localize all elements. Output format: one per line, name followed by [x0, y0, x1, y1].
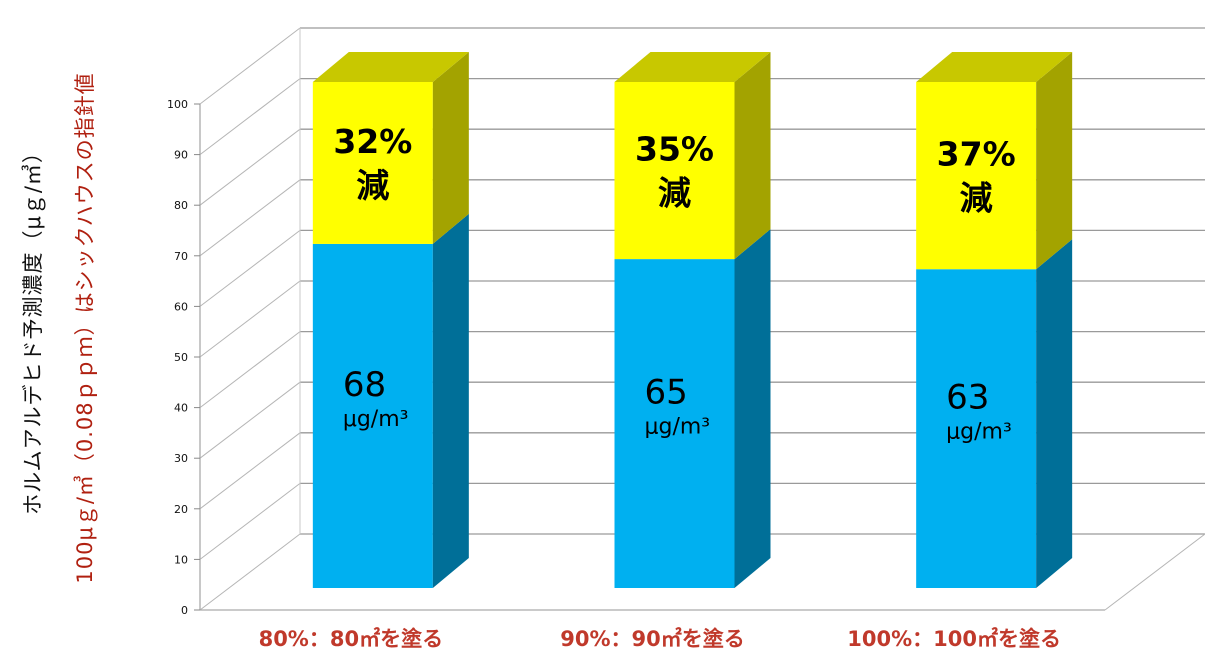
gridline-side [199, 280, 301, 358]
bar-side-reduction [734, 52, 771, 260]
y-tick-label: 10 [174, 553, 188, 566]
reduction-suffix-label: 減 [960, 179, 993, 218]
reduction-suffix-label: 減 [658, 174, 691, 213]
bar-top-cap [916, 52, 1073, 82]
unit-label: μg/m³ [946, 420, 1012, 445]
bar-side-reduction [432, 52, 469, 244]
reduction-suffix-label: 減 [356, 166, 389, 205]
bar-segment-base [312, 243, 433, 589]
value-label: 63 [946, 378, 989, 418]
reduction-percent-label: 32% [333, 122, 412, 161]
bar-side-reduction [1036, 52, 1073, 270]
y-tick-label: 50 [174, 351, 188, 364]
gridline-side [199, 483, 301, 560]
value-label: 65 [645, 373, 688, 413]
bar-segment-reduction [614, 82, 735, 260]
category-label: 100%：100㎡を塗る [847, 627, 1061, 651]
unit-label: μg/m³ [645, 415, 711, 440]
gridline-side [199, 78, 301, 155]
gridline-side [199, 432, 301, 510]
y-tick-label: 80 [174, 199, 188, 212]
y-tick-label: 70 [174, 250, 188, 263]
y-tick-label: 20 [174, 503, 188, 516]
bar-side-base [1036, 239, 1073, 588]
y-tick-label: 100 [167, 98, 188, 111]
bar-segment-base [614, 259, 735, 588]
y-axis-title: ホルムアルデヒド予測濃度（μｇ/㎥） [21, 141, 45, 515]
gridline-side [199, 381, 301, 459]
bar-segment-reduction [312, 82, 433, 244]
bar-top-cap [312, 52, 469, 82]
y-axis-note: 100μｇ/㎥（0.08ｐｐｍ）はシックハウスの指針値 [73, 72, 97, 584]
bar-segment-reduction [916, 82, 1037, 270]
value-label: 68 [343, 365, 386, 405]
gridline-side [199, 230, 301, 307]
y-tick-label: 0 [181, 604, 188, 617]
bar-side-base [734, 229, 771, 588]
unit-label: μg/m³ [343, 407, 409, 432]
y-tick-label: 40 [174, 402, 188, 415]
bar-side-base [432, 213, 469, 589]
bar-segment-base [916, 269, 1037, 588]
reduction-percent-label: 35% [635, 130, 714, 169]
y-tick-label: 60 [174, 300, 188, 313]
gridline-side [199, 128, 301, 206]
gridline-side [199, 331, 301, 408]
category-label: 80%：80㎡を塗る [259, 627, 444, 651]
bar-top-cap [614, 52, 771, 82]
y-tick-label: 30 [174, 452, 188, 465]
floor-edge [1104, 533, 1205, 611]
reduction-percent-label: 37% [937, 135, 1016, 174]
gridline-side [199, 179, 301, 257]
gridline-side [199, 533, 301, 611]
y-tick-label: 90 [174, 149, 188, 162]
category-label: 90%：90㎡を塗る [560, 627, 745, 651]
gridline-side [199, 27, 301, 105]
